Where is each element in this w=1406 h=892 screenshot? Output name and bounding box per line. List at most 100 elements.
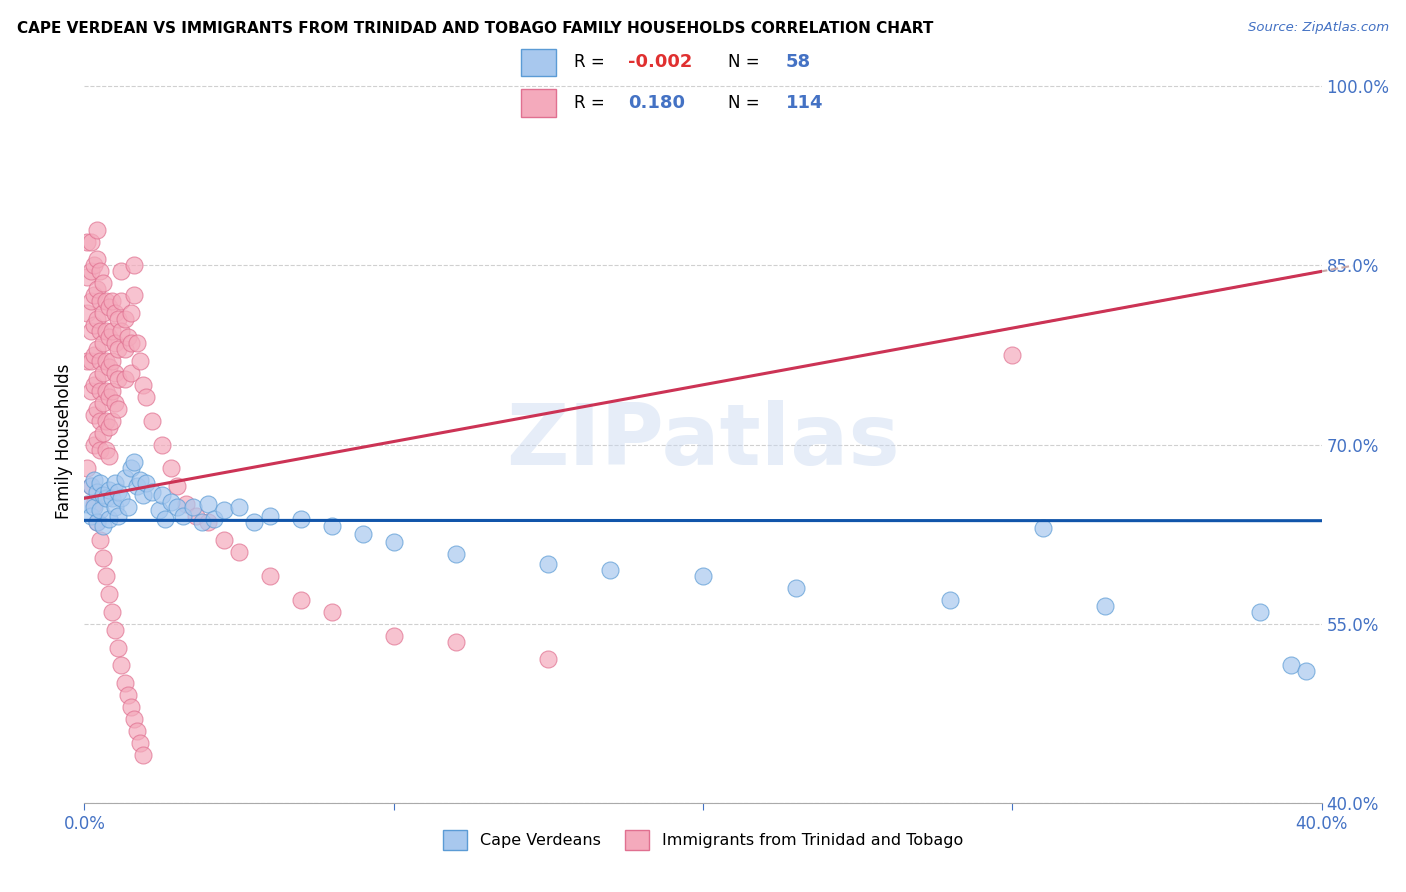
Point (89, 503, 111, 517)
Point (259, 509, 281, 524)
Point (86, 252, 108, 267)
Point (94, 491, 117, 506)
Point (86, 222, 108, 236)
Point (101, 354, 124, 368)
Text: N =: N = (728, 54, 761, 71)
Point (141, 485, 163, 500)
Point (79, 324, 101, 338)
Point (444, 548, 467, 562)
Point (537, 652, 560, 666)
Point (83, 288, 105, 302)
Point (114, 372, 136, 386)
Point (76, 235, 98, 249)
Point (83, 497, 105, 511)
Point (76, 461, 98, 475)
Text: R =: R = (574, 54, 605, 71)
Point (321, 518, 343, 533)
Point (101, 324, 124, 338)
Point (76, 497, 98, 511)
Point (76, 354, 98, 368)
Point (86, 515, 108, 529)
Point (1032, 521, 1054, 535)
Point (94, 443, 117, 458)
Point (135, 390, 157, 404)
Point (94, 414, 117, 428)
Point (101, 605, 124, 619)
Y-axis label: Family Households: Family Households (55, 364, 73, 519)
Point (110, 324, 132, 338)
Point (181, 500, 204, 514)
Point (110, 264, 132, 278)
Point (86, 485, 108, 500)
Point (122, 259, 145, 273)
Point (785, 581, 807, 595)
Point (212, 533, 235, 547)
Point (101, 384, 124, 398)
Point (98, 390, 121, 404)
Point (1279, 658, 1302, 673)
Text: 114: 114 (786, 94, 824, 112)
Point (94, 384, 117, 398)
Point (89, 384, 111, 398)
Point (114, 342, 136, 356)
Point (98, 511, 121, 525)
Point (89, 354, 111, 368)
Text: 0.180: 0.180 (628, 94, 685, 112)
Point (104, 475, 127, 490)
Point (98, 330, 121, 344)
Point (107, 372, 129, 386)
Point (125, 336, 148, 351)
Point (141, 414, 163, 428)
Point (91, 518, 114, 533)
Point (89, 324, 111, 338)
Point (101, 414, 124, 428)
Point (125, 724, 148, 739)
Point (104, 395, 127, 409)
Point (125, 479, 148, 493)
Point (166, 500, 188, 514)
Point (939, 592, 962, 607)
Point (132, 488, 155, 502)
Point (129, 354, 152, 368)
Point (110, 491, 132, 506)
Text: ZIPatlas: ZIPatlas (506, 400, 900, 483)
Point (148, 503, 170, 517)
Point (107, 640, 129, 655)
Point (107, 401, 129, 416)
Point (76, 270, 98, 285)
Point (212, 503, 235, 517)
Point (79, 264, 101, 278)
Point (91, 277, 114, 291)
Point (98, 359, 121, 374)
Point (129, 474, 152, 488)
Point (160, 461, 183, 475)
Point (94, 354, 117, 368)
Point (91, 366, 114, 380)
Point (98, 450, 121, 464)
Point (79, 479, 101, 493)
Point (352, 527, 374, 541)
Point (110, 658, 132, 673)
Point (117, 689, 139, 703)
Point (104, 366, 127, 380)
Point (89, 533, 111, 547)
Point (153, 511, 176, 525)
Point (79, 235, 101, 249)
Point (107, 312, 129, 326)
Point (444, 634, 467, 648)
Point (197, 515, 219, 529)
Point (1001, 348, 1024, 362)
Point (122, 455, 145, 469)
Point (86, 342, 108, 356)
Point (120, 366, 142, 380)
Point (91, 425, 114, 440)
Point (120, 336, 142, 351)
Point (110, 294, 132, 309)
Point (101, 294, 124, 309)
Point (176, 497, 198, 511)
Point (83, 348, 105, 362)
Point (104, 623, 127, 637)
Point (86, 372, 108, 386)
Point (117, 330, 139, 344)
Point (83, 318, 105, 332)
